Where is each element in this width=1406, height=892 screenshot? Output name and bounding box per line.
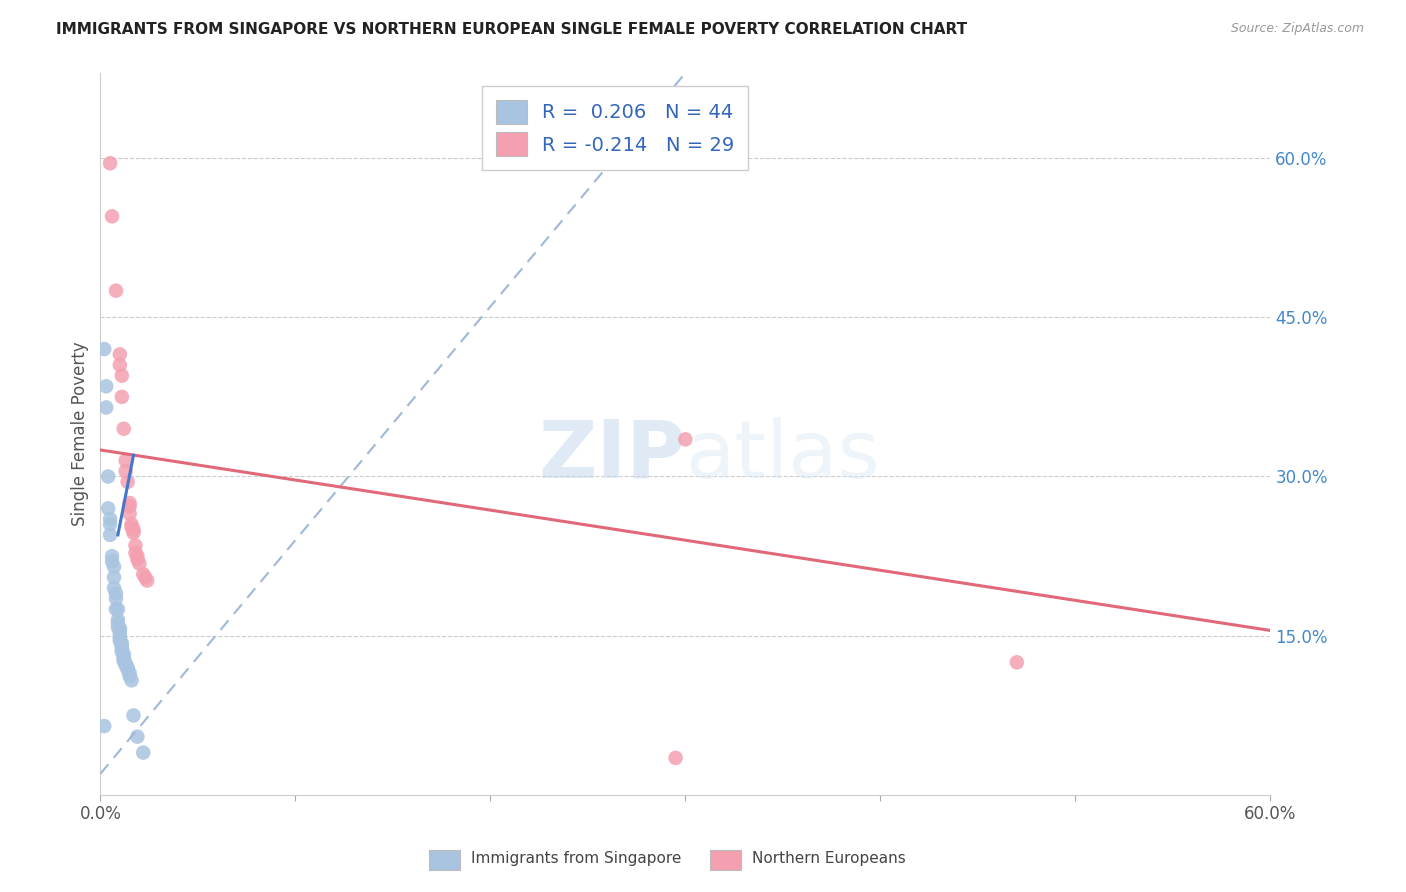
Text: Immigrants from Singapore: Immigrants from Singapore xyxy=(471,851,682,865)
Point xyxy=(121,673,143,688)
Point xyxy=(1005,656,1028,670)
Point xyxy=(112,422,135,436)
Point xyxy=(93,719,115,733)
Point xyxy=(132,567,155,582)
Point xyxy=(124,539,146,553)
Point xyxy=(107,602,129,616)
Point xyxy=(104,591,127,606)
Point xyxy=(104,586,127,600)
Point xyxy=(108,358,131,372)
Point xyxy=(108,631,131,645)
Point xyxy=(93,342,115,356)
Point xyxy=(108,634,131,648)
Text: IMMIGRANTS FROM SINGAPORE VS NORTHERN EUROPEAN SINGLE FEMALE POVERTY CORRELATION: IMMIGRANTS FROM SINGAPORE VS NORTHERN EU… xyxy=(56,22,967,37)
Point xyxy=(121,517,143,532)
Point xyxy=(118,500,141,514)
Point xyxy=(128,557,150,571)
Point xyxy=(98,517,121,532)
Text: Source: ZipAtlas.com: Source: ZipAtlas.com xyxy=(1230,22,1364,36)
Point xyxy=(118,496,141,510)
Point xyxy=(665,751,688,765)
Point xyxy=(122,525,145,540)
Point xyxy=(97,469,120,483)
Point xyxy=(98,512,121,526)
Point xyxy=(127,730,149,744)
Point xyxy=(103,570,125,584)
Point xyxy=(673,433,696,447)
Point xyxy=(111,645,134,659)
Point xyxy=(96,401,118,415)
Point xyxy=(127,549,149,563)
Point xyxy=(112,647,135,661)
Point xyxy=(127,552,149,566)
Text: Northern Europeans: Northern Europeans xyxy=(752,851,905,865)
Text: atlas: atlas xyxy=(685,417,880,495)
Point xyxy=(111,636,134,650)
Point xyxy=(104,602,127,616)
Point xyxy=(114,658,136,673)
Point xyxy=(122,708,145,723)
Point xyxy=(97,501,120,516)
Point xyxy=(108,624,131,638)
Point xyxy=(112,652,135,666)
Point xyxy=(117,660,139,674)
Point xyxy=(114,657,136,671)
Point xyxy=(107,620,129,634)
Point xyxy=(118,665,141,680)
Point xyxy=(108,626,131,640)
Point xyxy=(112,650,135,665)
Point xyxy=(107,613,129,627)
Point xyxy=(118,507,141,521)
Point xyxy=(98,528,121,542)
Point xyxy=(111,390,134,404)
Point xyxy=(104,284,127,298)
Legend: R =  0.206   N = 44, R = -0.214   N = 29: R = 0.206 N = 44, R = -0.214 N = 29 xyxy=(482,87,748,169)
Point xyxy=(124,546,146,560)
Point xyxy=(111,640,134,654)
Point xyxy=(122,523,145,537)
Point xyxy=(101,210,124,224)
Y-axis label: Single Female Poverty: Single Female Poverty xyxy=(72,342,89,526)
Point xyxy=(114,453,136,467)
Point xyxy=(117,663,139,677)
Point xyxy=(111,368,134,383)
Point xyxy=(98,156,121,170)
Point xyxy=(101,549,124,563)
Point xyxy=(101,554,124,568)
Point xyxy=(107,615,129,630)
Point xyxy=(121,520,143,534)
Point xyxy=(114,464,136,478)
Point xyxy=(103,581,125,595)
Point xyxy=(96,379,118,393)
Point xyxy=(118,669,141,683)
Point xyxy=(103,559,125,574)
Point xyxy=(108,621,131,635)
Point xyxy=(132,746,155,760)
Point xyxy=(134,570,156,584)
Point xyxy=(112,654,135,668)
Point xyxy=(108,347,131,361)
Text: ZIP: ZIP xyxy=(538,417,685,495)
Point xyxy=(136,574,159,588)
Point xyxy=(117,475,139,489)
Point xyxy=(111,641,134,656)
